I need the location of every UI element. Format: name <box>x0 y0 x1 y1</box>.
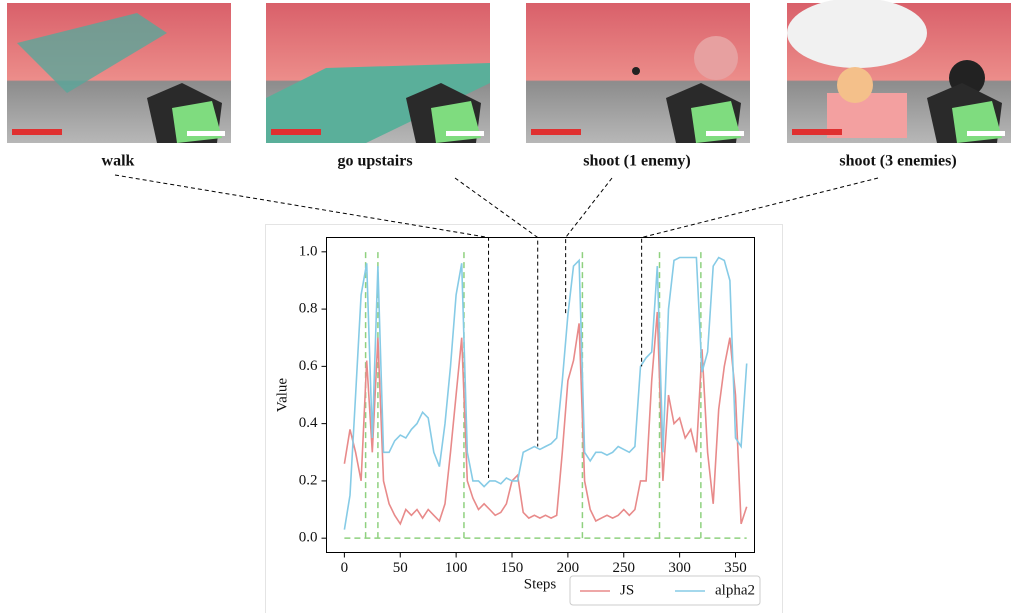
screenshot-caption: shoot (1 enemy) <box>583 153 691 170</box>
screenshot <box>266 3 490 143</box>
x-axis-label: Steps <box>524 576 557 592</box>
y-tick-label: 0.4 <box>299 415 318 431</box>
x-tick-label: 100 <box>445 560 468 576</box>
plot-frame <box>327 238 755 553</box>
legend-label: alpha2 <box>715 582 755 598</box>
x-tick-label: 150 <box>501 560 524 576</box>
screenshot-caption: walk <box>102 153 135 170</box>
annotation-connector <box>642 178 878 366</box>
y-tick-label: 0.2 <box>299 472 318 488</box>
y-tick-label: 0.6 <box>299 358 318 374</box>
y-tick-label: 0.8 <box>299 301 318 317</box>
figure: Steps Value 0 50 100 150 200 250 300 350 0.0 0.2 0… <box>0 0 1012 613</box>
screenshot-caption: go upstairs <box>337 153 412 170</box>
screenshot <box>787 0 1011 143</box>
x-tick-label: 350 <box>724 560 747 576</box>
x-tick-label: 0 <box>341 560 349 576</box>
y-axis-label: Value <box>274 378 290 412</box>
annotation-connector <box>566 178 612 315</box>
screenshots <box>7 0 1011 143</box>
x-tick-label: 300 <box>668 560 691 576</box>
screenshot <box>7 3 231 143</box>
legend: JS alpha2 <box>570 576 760 605</box>
x-tick-label: 250 <box>613 560 636 576</box>
series-line <box>344 258 746 530</box>
x-tick-label: 50 <box>393 560 408 576</box>
y-tick-label: 0.0 <box>299 530 318 546</box>
annotation-connector <box>455 178 538 447</box>
y-tick-label: 1.0 <box>299 243 318 259</box>
screenshot <box>526 3 750 143</box>
series-line <box>344 312 746 524</box>
annotation-connector <box>115 175 489 478</box>
x-tick-label: 200 <box>557 560 580 576</box>
screenshot-caption: shoot (3 enemies) <box>839 153 956 170</box>
figure-border <box>266 225 783 613</box>
legend-label: JS <box>620 582 634 598</box>
